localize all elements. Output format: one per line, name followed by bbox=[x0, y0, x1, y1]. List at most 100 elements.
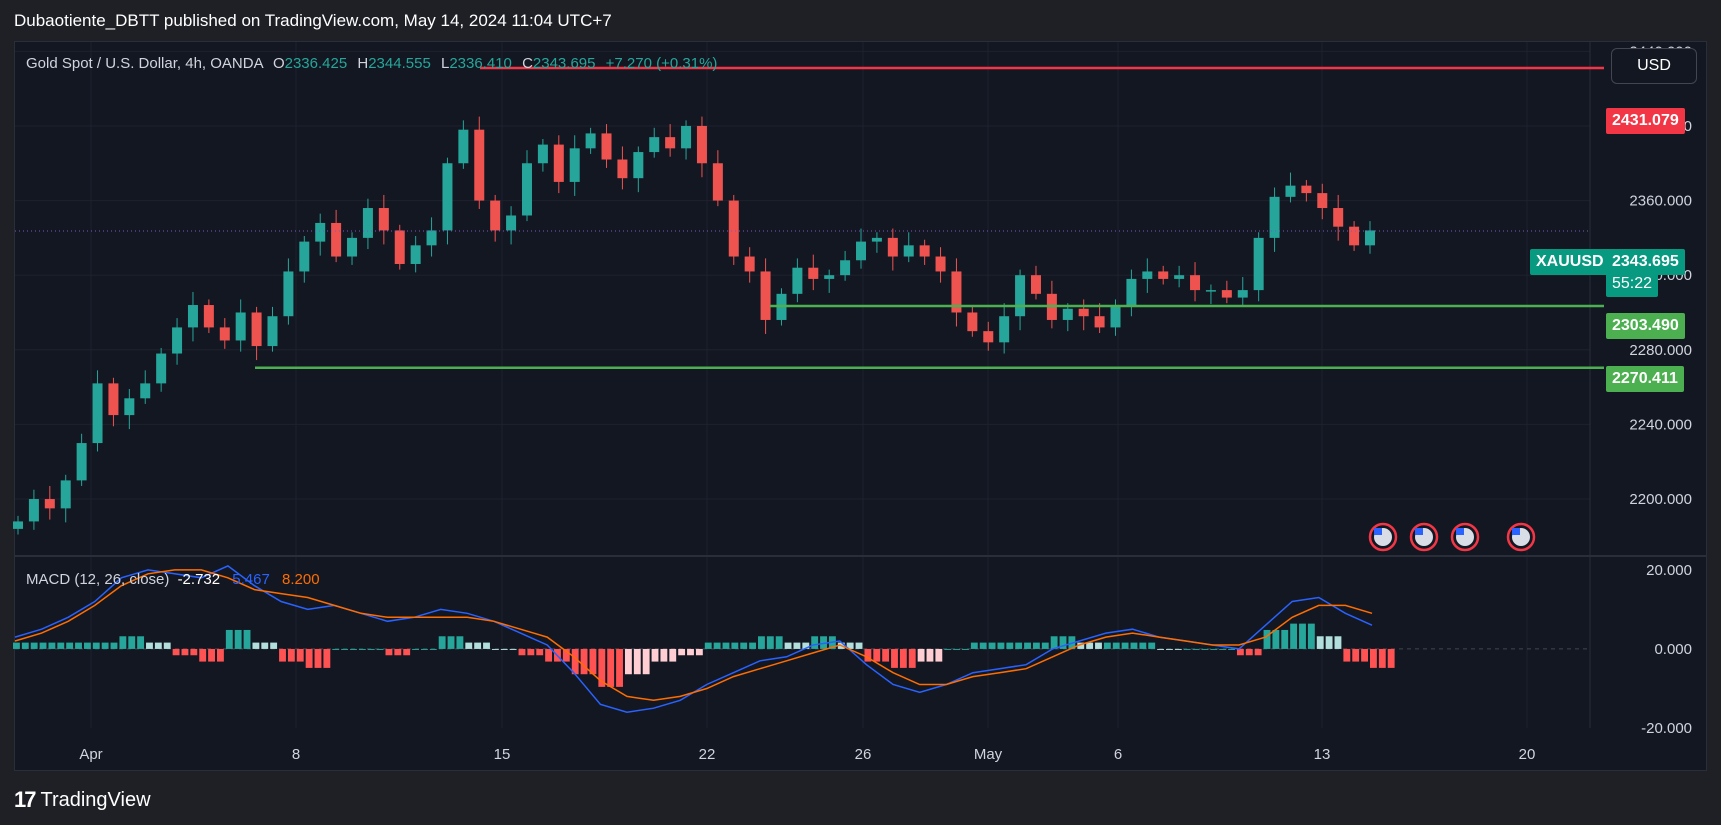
macd-histogram-bar bbox=[403, 648, 411, 656]
candle-body bbox=[760, 271, 771, 320]
macd-histogram-bar bbox=[296, 648, 304, 662]
change-value: +7.270 (+0.31%) bbox=[605, 55, 718, 72]
macd-histogram-bar bbox=[420, 648, 428, 650]
candle-body bbox=[1062, 308, 1073, 320]
close-value: 2343.695 bbox=[532, 55, 596, 72]
macd-histogram-bar bbox=[483, 642, 490, 649]
macd-histogram-bar bbox=[758, 636, 765, 649]
candle-body bbox=[267, 316, 278, 347]
macd-histogram-bar bbox=[474, 642, 482, 649]
macd-histogram-bar bbox=[864, 648, 872, 662]
candle-body bbox=[1158, 271, 1169, 279]
x-tick-label: May bbox=[974, 746, 1003, 763]
candle-body bbox=[728, 200, 739, 257]
candle-body bbox=[124, 398, 135, 416]
macd-histogram-bar bbox=[616, 648, 623, 687]
currency-button[interactable]: USD bbox=[1611, 48, 1697, 84]
us-flag-canton-icon bbox=[1456, 528, 1464, 535]
macd-histogram-bar bbox=[1201, 648, 1209, 650]
macd-histogram-bar bbox=[128, 636, 136, 649]
macd-histogram-bar bbox=[518, 648, 526, 656]
macd-histogram-bar bbox=[1263, 629, 1271, 649]
candle-body bbox=[521, 163, 532, 216]
macd-histogram-bar bbox=[1006, 642, 1014, 649]
candle-body bbox=[394, 230, 405, 264]
macd-histogram-bar bbox=[536, 648, 544, 656]
macd-histogram-bar bbox=[1378, 648, 1386, 668]
candle-body bbox=[506, 215, 517, 231]
support-1-price-tag: 2303.490 bbox=[1606, 313, 1685, 339]
macd-histogram-bar bbox=[607, 648, 615, 687]
macd-histogram-bar bbox=[1024, 642, 1031, 649]
candle-body bbox=[649, 137, 660, 153]
macd-histogram-bar bbox=[598, 648, 606, 687]
candle-body bbox=[1142, 271, 1153, 279]
open-label: O bbox=[272, 55, 285, 72]
symbol-title[interactable]: Gold Spot / U.S. Dollar, 4h, OANDA bbox=[26, 55, 263, 72]
macd-y-tick-label: 20.000 bbox=[1646, 562, 1692, 579]
candle-body bbox=[1110, 305, 1121, 328]
macd-histogram-bar bbox=[820, 636, 827, 649]
macd-histogram-bar bbox=[589, 648, 597, 675]
candle-body bbox=[28, 499, 39, 522]
candle-body bbox=[1205, 290, 1216, 292]
macd-histogram-bar bbox=[1370, 648, 1377, 668]
macd-hist-value: -2.732 bbox=[177, 571, 221, 588]
tv-logo-icon: 17 bbox=[14, 787, 37, 812]
macd-histogram-bar bbox=[341, 648, 349, 650]
candle-body bbox=[585, 133, 596, 149]
macd-histogram-bar bbox=[731, 642, 739, 649]
macd-histogram-bar bbox=[855, 642, 863, 649]
tradingview-logo[interactable]: 17 TradingView bbox=[14, 787, 151, 813]
macd-histogram-bar bbox=[181, 648, 189, 656]
candle-body bbox=[840, 260, 851, 276]
candle-body bbox=[490, 200, 501, 231]
macd-histogram-bar bbox=[323, 648, 331, 668]
candle-body bbox=[935, 256, 946, 272]
candle-body bbox=[13, 521, 23, 529]
candle-body bbox=[203, 305, 214, 328]
candle-body bbox=[1365, 230, 1375, 246]
macd-histogram-bar bbox=[447, 636, 455, 649]
macd-histogram-bar bbox=[456, 636, 464, 649]
candle-body bbox=[1269, 196, 1280, 238]
candle-body bbox=[1015, 275, 1026, 317]
macd-histogram-bar bbox=[332, 648, 340, 650]
candle-body bbox=[696, 125, 707, 164]
macd-histogram-bar bbox=[1236, 648, 1244, 656]
macd-histogram-bar bbox=[1139, 642, 1147, 649]
macd-histogram-bar bbox=[1343, 648, 1351, 662]
macd-histogram-bar bbox=[314, 648, 322, 668]
macd-histogram-bar bbox=[545, 648, 553, 662]
candle-body bbox=[1285, 185, 1296, 197]
candle-body bbox=[1237, 290, 1248, 298]
macd-histogram-bar bbox=[1290, 623, 1298, 649]
macd-histogram-bar bbox=[465, 642, 473, 649]
x-tick-label: Apr bbox=[79, 746, 102, 763]
macd-histogram-bar bbox=[678, 648, 686, 656]
macd-histogram-bar bbox=[75, 642, 82, 649]
macd-histogram-bar bbox=[1077, 642, 1085, 649]
candle-body bbox=[362, 208, 373, 238]
macd-histogram-bar bbox=[740, 642, 748, 649]
macd-histogram-bar bbox=[926, 648, 934, 662]
candle-body bbox=[1094, 316, 1105, 328]
macd-histogram-bar bbox=[1041, 642, 1049, 649]
candle-body bbox=[92, 383, 103, 444]
candle-body bbox=[1317, 193, 1328, 209]
macd-histogram-bar bbox=[208, 648, 215, 662]
candle-body bbox=[569, 148, 580, 182]
macd-histogram-bar bbox=[1183, 648, 1191, 650]
macd-histogram-bar bbox=[882, 648, 890, 662]
candle-body bbox=[442, 163, 453, 231]
macd-histogram-bar bbox=[376, 648, 384, 650]
candle-body bbox=[1126, 278, 1137, 306]
macd-histogram-bar bbox=[1210, 648, 1218, 650]
macd-title[interactable]: MACD (12, 26, close) bbox=[26, 571, 170, 588]
macd-histogram-bar bbox=[962, 648, 969, 650]
candle-body bbox=[315, 222, 326, 242]
macd-histogram-bar bbox=[358, 648, 366, 650]
macd-histogram-bar bbox=[988, 642, 996, 649]
macd-histogram-bar bbox=[190, 648, 198, 656]
